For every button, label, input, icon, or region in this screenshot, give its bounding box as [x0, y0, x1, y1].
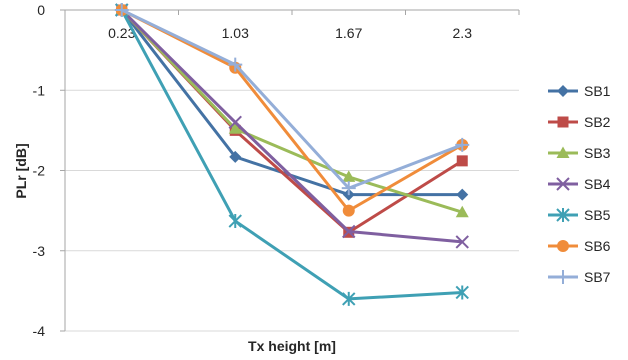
- legend-marker: [556, 270, 570, 284]
- x-tick-label: 1.03: [222, 25, 249, 41]
- legend-label: SB3: [584, 145, 611, 161]
- data-point: [114, 3, 129, 17]
- series-line: [120, 8, 463, 244]
- legend-marker: [557, 85, 569, 97]
- data-point: [228, 214, 242, 229]
- data-point: [342, 291, 356, 306]
- x-tick-label: 0.23: [108, 25, 135, 41]
- axes: [60, 9, 520, 332]
- legend-item-sb1: SB1: [548, 83, 611, 99]
- data-point: [456, 188, 469, 201]
- legend-item-sb2: SB2: [548, 114, 611, 130]
- data-point: [455, 137, 470, 152]
- legend-label: SB1: [584, 83, 611, 99]
- legend-marker: [556, 146, 570, 158]
- gridlines: [65, 89, 519, 332]
- legend-marker: [556, 177, 570, 191]
- series-sb3: [115, 3, 469, 218]
- series-group: [114, 3, 470, 306]
- data-point: [228, 57, 243, 72]
- series-line: [120, 9, 463, 301]
- legend: SB1 SB2 SB3 SB4 SB5 SB6 SB7: [548, 83, 611, 285]
- series-sb5: [115, 3, 469, 306]
- data-point: [228, 122, 242, 134]
- legend-item-sb3: SB3: [548, 145, 611, 161]
- legend-label: SB5: [584, 207, 611, 223]
- series-line: [120, 8, 464, 234]
- data-point: [342, 170, 356, 182]
- y-tick-label: 0: [37, 2, 45, 18]
- y-tick-label: -3: [33, 243, 46, 259]
- series-sb2: [116, 4, 468, 238]
- series-sb7: [114, 3, 470, 196]
- legend-marker: [557, 240, 569, 252]
- x-tick-labels: 0.23 1.03 1.67 2.3: [108, 25, 472, 41]
- data-point: [455, 285, 469, 300]
- data-point: [455, 205, 469, 218]
- legend-marker: [557, 116, 569, 128]
- legend-item-sb5: SB5: [548, 207, 611, 223]
- y-axis-title: PLr [dB]: [13, 143, 29, 198]
- legend-label: SB6: [584, 238, 611, 254]
- legend-item-sb6: SB6: [548, 238, 611, 254]
- legend-marker: [556, 208, 570, 222]
- data-point: [229, 150, 242, 163]
- x-tick-label: 2.3: [453, 25, 473, 41]
- y-tick-labels: 0 -1 -2 -3 -4: [33, 2, 46, 339]
- legend-label: SB7: [584, 269, 611, 285]
- legend-item-sb7: SB7: [548, 269, 611, 285]
- y-tick-label: -4: [33, 323, 46, 339]
- series-line: [121, 8, 463, 190]
- y-tick-label: -1: [33, 82, 46, 98]
- y-tick-label: -2: [33, 163, 46, 179]
- data-point: [456, 155, 468, 167]
- legend-item-sb4: SB4: [548, 176, 611, 192]
- legend-label: SB4: [584, 176, 611, 192]
- data-point: [228, 115, 242, 130]
- data-point: [342, 224, 356, 239]
- data-point: [455, 235, 469, 249]
- data-point: [341, 181, 356, 196]
- series-sb6: [115, 4, 469, 217]
- data-point: [342, 204, 355, 217]
- legend-label: SB2: [584, 114, 611, 130]
- series-line: [120, 8, 463, 214]
- x-axis-title: Tx height [m]: [248, 338, 336, 354]
- x-tick-label: 1.67: [335, 25, 362, 41]
